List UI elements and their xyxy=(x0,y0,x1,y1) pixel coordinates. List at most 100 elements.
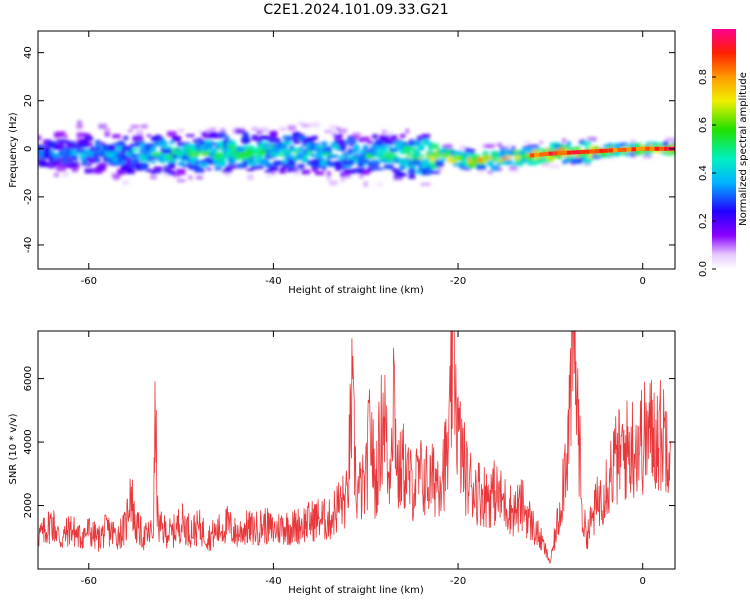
spectrogram-cell xyxy=(56,139,66,144)
spectrogram-cell xyxy=(462,158,473,163)
spectrogram-cell xyxy=(48,164,56,169)
spectrogram-cell xyxy=(578,140,587,144)
spectrogram-cell xyxy=(477,157,485,163)
spectrogram-cell xyxy=(104,151,110,156)
spectrogram-cell xyxy=(321,141,328,146)
spectrogram-cell xyxy=(271,171,276,175)
spectrogram-cell xyxy=(264,155,274,159)
spectrogram-cell xyxy=(182,163,190,168)
spectrogram-cell xyxy=(241,137,251,143)
spectrogram-cell xyxy=(236,130,246,134)
spectrogram-cell xyxy=(260,145,269,149)
spectrogram-cell xyxy=(163,165,172,169)
spectrogram-cell xyxy=(150,160,156,164)
spectrogram-cell xyxy=(456,156,461,161)
spectrogram-cell xyxy=(405,156,410,160)
spectrogram-cell xyxy=(130,143,140,148)
spectrogram-core-cell xyxy=(576,150,581,155)
spectrogram-cell xyxy=(347,148,356,153)
spectrogram-cell xyxy=(181,142,191,146)
spectrogram-cell xyxy=(672,142,675,148)
spectrogram-cell xyxy=(487,170,494,174)
spectrogram-cell xyxy=(398,141,407,146)
spectrogram-cell xyxy=(338,141,348,147)
spectrogram-cell xyxy=(430,161,440,168)
spectrogram-cell xyxy=(95,140,101,144)
spectrogram-cell xyxy=(98,162,107,168)
spectrogram-cell xyxy=(191,160,199,166)
spectrogram-cell xyxy=(67,156,73,162)
spectrogram-cell xyxy=(351,150,362,154)
spectrogram-cell xyxy=(360,152,371,157)
spectrogram-y-ticks: -40 -20 0 20 40 xyxy=(23,46,675,253)
spectrogram-cell xyxy=(376,182,383,187)
spectrogram-cell xyxy=(325,146,332,150)
spectrogram-cell xyxy=(282,141,292,146)
spectrogram-cell xyxy=(301,169,311,175)
spectrogram-core-cell xyxy=(571,150,576,155)
snr-y-tick-label: 4000 xyxy=(23,429,34,454)
spectrogram-cell xyxy=(344,156,351,159)
spectrogram-cell xyxy=(243,146,248,151)
spectrogram-cell xyxy=(347,135,357,139)
spectrogram-cell xyxy=(177,142,186,147)
spectrogram-cell xyxy=(70,165,80,169)
spectrogram-cell xyxy=(314,145,325,149)
spectrogram-cell xyxy=(427,149,433,155)
spectrogram-cell xyxy=(583,157,592,164)
spectrogram-cell xyxy=(545,155,556,160)
spectrogram-x-ticks: -60 -40 -20 0 xyxy=(81,31,646,287)
spectrogram-cell xyxy=(645,149,650,156)
spectrogram-cell xyxy=(472,154,481,161)
spectrogram-cell xyxy=(353,144,360,149)
spectrogram-core-cell xyxy=(603,148,609,153)
spectrogram-cell xyxy=(374,139,385,144)
spectrogram-cell xyxy=(522,146,532,149)
spectrogram-cell xyxy=(53,132,60,138)
spectrogram-cell xyxy=(496,166,503,172)
spectrogram-cell xyxy=(326,176,332,182)
spectrogram-core-cell xyxy=(589,149,595,154)
spectrogram-cell xyxy=(504,144,514,151)
spectrogram-cell xyxy=(504,159,513,166)
snr-series-line xyxy=(38,331,671,564)
spectrogram-cell xyxy=(408,173,416,179)
spectrogram-core-cell xyxy=(585,149,590,154)
spectrogram-cell xyxy=(370,159,380,164)
spectrogram-cell xyxy=(53,173,60,177)
spectrogram-cell xyxy=(273,160,283,165)
spectrogram-cell xyxy=(252,147,258,154)
spectrogram-cell xyxy=(359,163,364,167)
spectrogram-cell xyxy=(666,151,675,156)
spectrogram-cell xyxy=(326,173,331,177)
spectrogram-cell xyxy=(117,152,125,156)
spectrogram-cell xyxy=(178,128,184,133)
spectrogram-cell xyxy=(93,153,103,157)
spectrogram-cell xyxy=(70,161,80,165)
spectrogram-cell xyxy=(139,157,149,162)
spectrogram-cell xyxy=(347,138,357,144)
spectrogram-cell xyxy=(44,154,50,159)
spectrogram-cell xyxy=(414,140,419,146)
spectrogram-cell xyxy=(504,148,513,154)
spectrogram-cell xyxy=(420,165,431,169)
spectrogram-cell xyxy=(91,153,96,157)
spectrogram-cell xyxy=(430,143,439,150)
spectrogram-cell xyxy=(259,135,269,140)
spectrogram-cell xyxy=(163,145,172,149)
spectrogram-cell xyxy=(242,132,249,139)
spectrogram-cell xyxy=(306,136,315,140)
spectrogram-cell xyxy=(334,139,342,143)
spectrogram-cell xyxy=(330,131,337,135)
spectrogram-cell xyxy=(372,149,378,154)
spectrogram-cell xyxy=(126,154,135,158)
spectrogram-cell xyxy=(552,145,558,151)
snr-y-ticks: 2000 4000 6000 xyxy=(23,366,675,518)
spectrogram-cell xyxy=(329,180,338,186)
spectrogram-cell xyxy=(607,145,614,149)
spectrogram-cell xyxy=(67,147,74,152)
spectrogram-cell xyxy=(228,159,236,165)
spectrogram-cell xyxy=(665,137,675,143)
spectrogram-cell xyxy=(111,162,122,166)
spectrogram-cell xyxy=(127,145,133,151)
